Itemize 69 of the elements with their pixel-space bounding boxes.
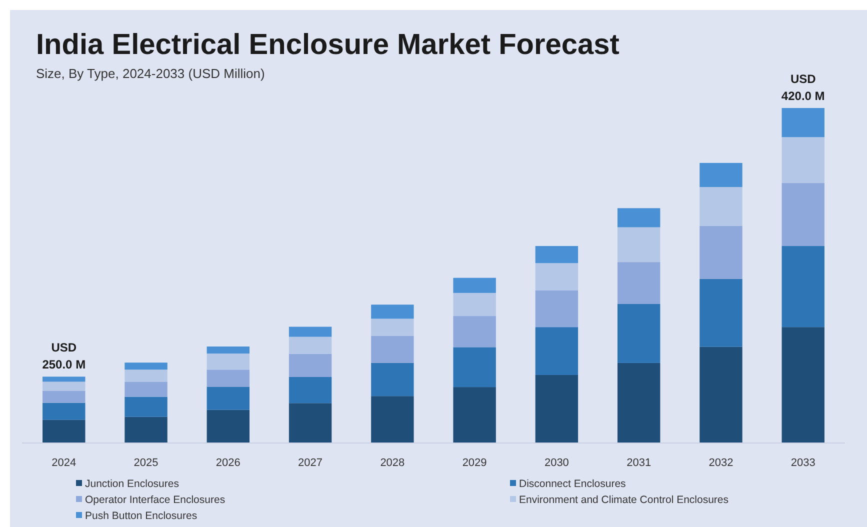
legend-label: Push Button Enclosures (85, 510, 198, 522)
bar (782, 246, 824, 328)
bar (617, 227, 660, 262)
bar (124, 416, 168, 443)
bar (42, 420, 86, 443)
bar (453, 387, 496, 443)
x-tick-label: 2024 (52, 457, 76, 469)
x-tick-label: 2030 (544, 457, 569, 469)
bar (782, 183, 824, 246)
legend-label: Disconnect Enclosures (519, 478, 626, 490)
bar (535, 246, 578, 264)
bar (700, 226, 742, 279)
bar (206, 354, 250, 370)
bar (700, 278, 742, 347)
x-tick-label: 2032 (708, 457, 734, 469)
bar (782, 108, 824, 138)
x-tick-label: 2027 (298, 457, 323, 469)
bar (42, 402, 86, 420)
bar (700, 162, 742, 188)
bar (288, 377, 332, 404)
bar (453, 347, 496, 388)
bar (371, 362, 414, 396)
bar (42, 376, 86, 382)
bar (288, 354, 332, 378)
chart-subtitle: Size, By Type, 2024-2033 (USD Million) (36, 66, 265, 81)
x-tick-label: 2033 (790, 457, 816, 469)
bar (453, 316, 496, 348)
bar (535, 290, 578, 328)
annotation: USD 250.0 M (42, 340, 86, 372)
x-tick-label: 2029 (462, 457, 487, 469)
bar (288, 326, 332, 337)
bar (206, 370, 250, 387)
bar (371, 304, 414, 319)
bar (371, 396, 414, 443)
bar (124, 382, 168, 397)
legend-label: Environment and Climate Control Enclosures (519, 494, 729, 506)
bar (288, 403, 332, 443)
bar (124, 396, 168, 417)
bar (124, 370, 168, 382)
bar (124, 362, 168, 370)
bar (371, 318, 414, 336)
bar (782, 137, 824, 184)
bar (42, 382, 86, 391)
x-tick-label: 2025 (134, 457, 158, 469)
bar (535, 263, 578, 290)
bar (535, 327, 578, 375)
bar (42, 390, 86, 403)
bar (617, 208, 660, 228)
bar (782, 327, 824, 443)
bar (453, 292, 496, 316)
x-tick-label: 2031 (626, 457, 652, 469)
bar (288, 336, 332, 354)
x-tick-label: 2026 (216, 457, 240, 469)
bar (206, 346, 250, 354)
legend-label: Junction Enclosures (85, 478, 179, 490)
legend-label: Operator Interface Enclosures (85, 494, 226, 506)
bar (617, 362, 660, 443)
bar (617, 304, 660, 363)
bar (700, 187, 742, 226)
bar (700, 346, 742, 443)
bar (206, 386, 250, 410)
bar (535, 374, 578, 443)
annotation: USD 420.0 M (781, 72, 825, 103)
x-tick-label: 2028 (380, 457, 405, 469)
bar (371, 336, 414, 363)
bar (453, 278, 496, 293)
chart-title: India Electrical Enclosure Market Forecast (36, 29, 620, 61)
bar (617, 262, 660, 304)
bar (206, 410, 250, 443)
